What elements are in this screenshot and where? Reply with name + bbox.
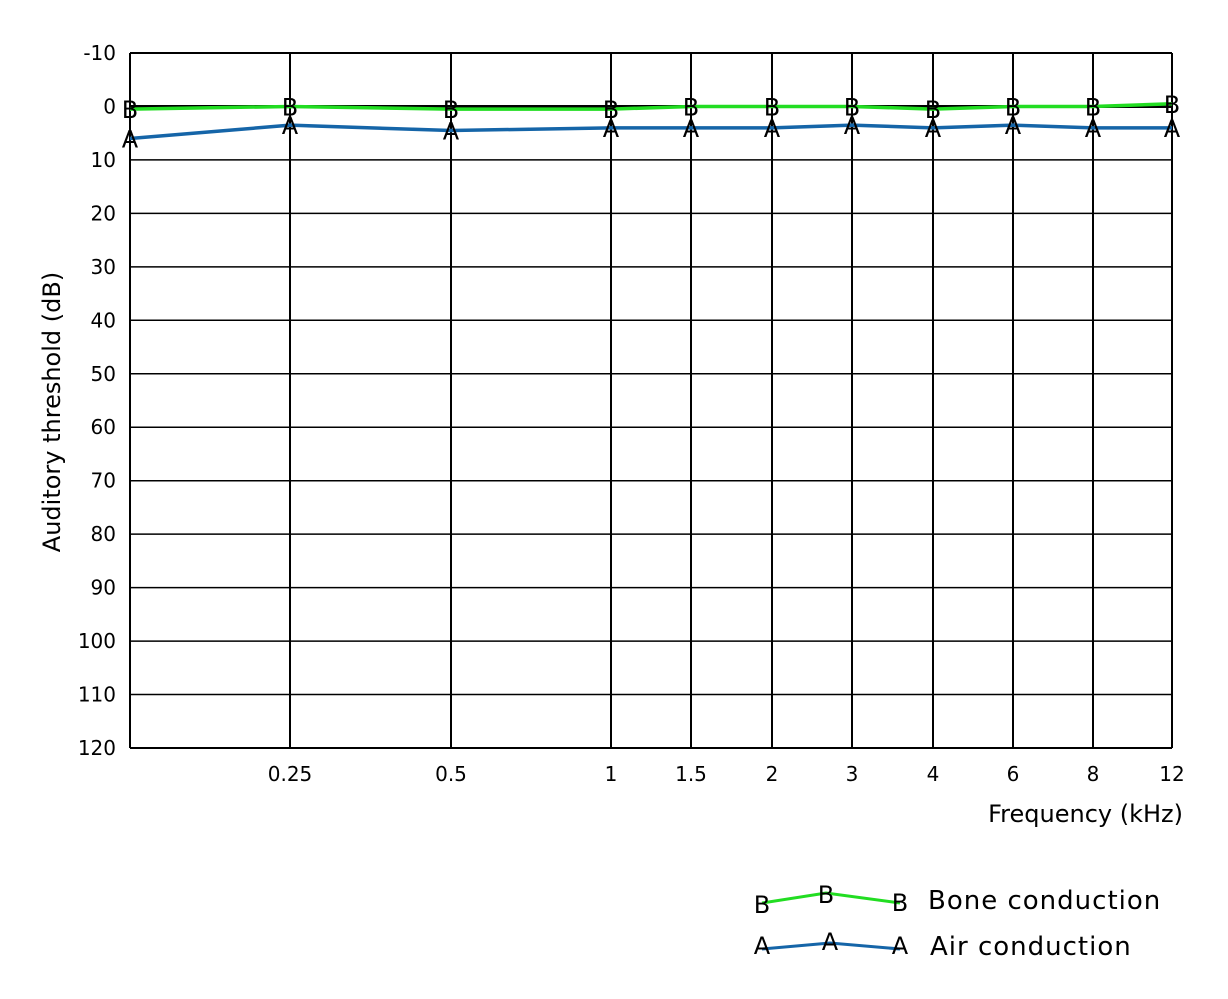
legend-air-line	[761, 941, 901, 951]
x-tick-label: 12	[1159, 762, 1184, 786]
x-axis-ticks: 0.25 0.5 1 1.5 2 3 4 6 8 12	[268, 762, 1185, 786]
data-point-bone: B	[122, 96, 138, 124]
legend-bone-line	[761, 891, 901, 905]
y-tick-label: 90	[91, 576, 116, 600]
x-tick-label: 4	[927, 762, 940, 786]
data-point-air: A	[683, 115, 700, 143]
series-line-air	[129, 123, 1172, 141]
data-point-air: A	[122, 126, 139, 154]
data-point-air: A	[764, 115, 781, 143]
x-tick-label: 6	[1007, 762, 1020, 786]
data-point-bone: B	[764, 93, 780, 121]
legend-air-marker-1: A	[754, 932, 771, 960]
y-tick-label: -10	[83, 41, 116, 65]
legend-bone-conduction: B B B Bone conduction	[754, 881, 1161, 919]
data-point-air: A	[603, 115, 620, 143]
y-tick-label: 0	[103, 94, 116, 118]
data-point-air: A	[1164, 115, 1181, 143]
legend-air-marker-2: A	[822, 928, 839, 956]
y-tick-label: 80	[91, 522, 116, 546]
y-axis-ticks: -10 0 10 20 30 40 50 60 70 80 90 100 110 120	[78, 41, 116, 760]
x-tick-label: 8	[1087, 762, 1100, 786]
y-tick-label: 110	[78, 683, 116, 707]
y-axis-title: Auditory threshold (dB)	[38, 272, 66, 552]
data-point-air: A	[1005, 112, 1022, 140]
data-point-air: A	[844, 112, 861, 140]
legend-bone-label: Bone conduction	[928, 886, 1161, 916]
x-axis-title: Frequency (kHz)	[988, 800, 1183, 828]
y-tick-label: 10	[91, 148, 116, 172]
legend-air-marker-3: A	[892, 932, 909, 960]
data-point-air: A	[1085, 115, 1102, 143]
data-point-air: A	[443, 118, 460, 146]
legend-bone-marker-3: B	[892, 889, 908, 917]
y-tick-label: 20	[91, 201, 116, 225]
y-tick-label: 70	[91, 469, 116, 493]
y-tick-label: 100	[78, 629, 116, 653]
data-point-bone: B	[282, 93, 298, 121]
legend-bone-marker-2: B	[818, 881, 834, 909]
data-point-bone: B	[683, 93, 699, 121]
data-point-air: A	[925, 115, 942, 143]
data-point-air: A	[282, 112, 299, 140]
grid-lines	[129, 52, 1173, 749]
data-point-bone: B	[844, 93, 860, 121]
data-point-bone: B	[1164, 91, 1180, 119]
y-tick-label: 40	[91, 308, 116, 332]
series-layer: B B B B B B B B B B BA A A A A A A A A A A	[122, 91, 1181, 154]
data-point-bone: B	[603, 96, 619, 124]
x-tick-label: 3	[846, 762, 859, 786]
y-tick-label: 60	[91, 415, 116, 439]
legend-air-label: Air conduction	[930, 932, 1132, 962]
x-tick-label: 2	[766, 762, 779, 786]
data-point-bone: B	[443, 96, 459, 124]
data-point-bone: B	[925, 96, 941, 124]
series-line-bone	[129, 102, 1173, 111]
legend-bone-marker-1: B	[754, 891, 770, 919]
x-tick-label: 0.25	[268, 762, 313, 786]
x-tick-label: 1.5	[675, 762, 707, 786]
y-tick-label: 120	[78, 736, 116, 760]
y-tick-label: 30	[91, 255, 116, 279]
data-point-bone: B	[1005, 93, 1021, 121]
x-tick-label: 1	[605, 762, 618, 786]
legend-air-conduction: A A A Air conduction	[754, 928, 1132, 962]
x-tick-label: 0.5	[435, 762, 467, 786]
legend: B B B Bone conduction A A A Air conducti…	[754, 881, 1161, 962]
y-tick-label: 50	[91, 362, 116, 386]
data-point-bone: B	[1085, 93, 1101, 121]
